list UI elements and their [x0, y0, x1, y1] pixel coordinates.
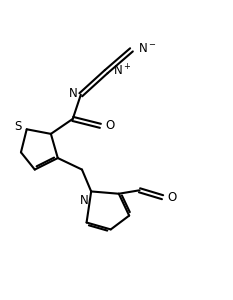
Text: O: O	[167, 191, 176, 204]
Text: N: N	[69, 87, 77, 100]
Text: N: N	[80, 194, 89, 207]
Text: O: O	[105, 119, 114, 132]
Text: N$^+$: N$^+$	[113, 63, 132, 78]
Text: S: S	[15, 121, 22, 134]
Text: N$^-$: N$^-$	[138, 42, 157, 55]
